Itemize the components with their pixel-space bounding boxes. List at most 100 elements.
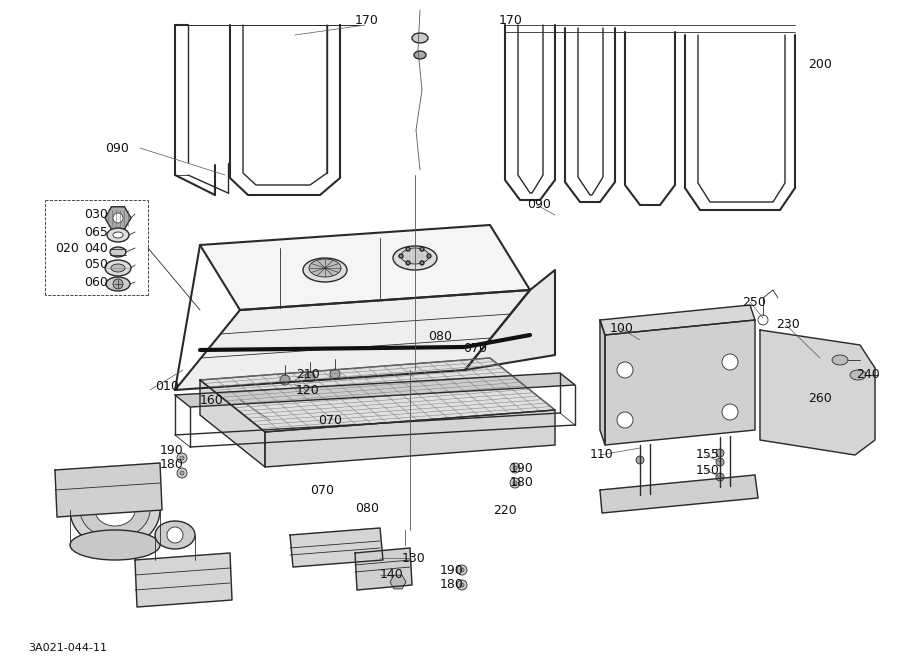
Circle shape xyxy=(406,261,410,265)
Text: 3A021-044-11: 3A021-044-11 xyxy=(28,643,107,653)
Circle shape xyxy=(460,583,464,587)
Ellipse shape xyxy=(401,248,429,264)
Circle shape xyxy=(167,527,183,543)
Circle shape xyxy=(113,213,123,223)
Ellipse shape xyxy=(70,472,160,548)
Text: 170: 170 xyxy=(499,13,523,27)
Polygon shape xyxy=(55,463,162,517)
Circle shape xyxy=(420,261,424,265)
Text: 240: 240 xyxy=(856,369,879,381)
Ellipse shape xyxy=(414,51,426,59)
Text: 190: 190 xyxy=(160,444,184,456)
Ellipse shape xyxy=(105,260,131,276)
Text: 210: 210 xyxy=(296,367,320,381)
Circle shape xyxy=(716,449,724,457)
Ellipse shape xyxy=(309,259,341,277)
Polygon shape xyxy=(605,320,755,445)
Text: 200: 200 xyxy=(808,59,832,71)
Circle shape xyxy=(177,468,187,478)
Ellipse shape xyxy=(303,258,347,282)
Text: 060: 060 xyxy=(84,275,108,289)
Ellipse shape xyxy=(155,521,195,549)
Polygon shape xyxy=(200,225,530,310)
Text: 160: 160 xyxy=(200,393,223,407)
Circle shape xyxy=(513,481,517,485)
Circle shape xyxy=(617,362,633,378)
Text: 010: 010 xyxy=(155,381,179,393)
Ellipse shape xyxy=(850,370,866,380)
Ellipse shape xyxy=(393,246,437,270)
Ellipse shape xyxy=(107,228,129,242)
Circle shape xyxy=(716,458,724,466)
Text: 130: 130 xyxy=(402,552,425,564)
Text: 080: 080 xyxy=(428,329,452,343)
Circle shape xyxy=(722,354,738,370)
Text: 150: 150 xyxy=(696,464,720,476)
Text: 030: 030 xyxy=(84,208,108,220)
Text: 070: 070 xyxy=(318,415,342,428)
Circle shape xyxy=(180,471,184,475)
Polygon shape xyxy=(200,358,555,432)
Circle shape xyxy=(510,478,520,488)
Text: 180: 180 xyxy=(510,476,534,490)
Circle shape xyxy=(617,412,633,428)
Text: 090: 090 xyxy=(105,142,129,154)
Polygon shape xyxy=(465,270,555,370)
Text: 050: 050 xyxy=(84,259,108,271)
Polygon shape xyxy=(290,528,383,567)
Circle shape xyxy=(420,247,424,251)
Polygon shape xyxy=(760,330,875,455)
Text: 190: 190 xyxy=(510,462,534,474)
Text: 220: 220 xyxy=(493,504,516,516)
Polygon shape xyxy=(175,290,530,390)
Ellipse shape xyxy=(832,355,848,365)
Ellipse shape xyxy=(80,482,150,538)
Text: 040: 040 xyxy=(84,242,108,255)
Circle shape xyxy=(180,456,184,460)
Ellipse shape xyxy=(106,277,130,291)
Circle shape xyxy=(427,254,431,258)
Text: 020: 020 xyxy=(55,242,79,255)
Text: 070: 070 xyxy=(463,341,487,355)
Circle shape xyxy=(716,473,724,481)
Text: 260: 260 xyxy=(808,391,832,405)
Text: 070: 070 xyxy=(310,484,334,496)
Ellipse shape xyxy=(412,33,428,43)
Text: 100: 100 xyxy=(610,321,634,335)
Circle shape xyxy=(330,369,340,379)
Circle shape xyxy=(399,254,403,258)
Ellipse shape xyxy=(113,232,123,238)
Text: 080: 080 xyxy=(355,502,379,514)
Circle shape xyxy=(177,453,187,463)
Circle shape xyxy=(305,372,315,382)
Ellipse shape xyxy=(70,530,160,560)
Text: 090: 090 xyxy=(527,198,550,212)
Polygon shape xyxy=(175,373,575,407)
Text: 155: 155 xyxy=(696,448,720,462)
Polygon shape xyxy=(200,380,265,467)
Text: 180: 180 xyxy=(160,458,184,472)
Circle shape xyxy=(406,247,410,251)
Circle shape xyxy=(510,463,520,473)
Text: 170: 170 xyxy=(355,13,379,27)
Circle shape xyxy=(457,580,467,590)
Ellipse shape xyxy=(111,264,125,272)
Polygon shape xyxy=(600,320,605,445)
Polygon shape xyxy=(355,548,412,590)
Text: 120: 120 xyxy=(296,383,320,397)
Polygon shape xyxy=(600,305,755,335)
Text: 140: 140 xyxy=(380,568,403,582)
Ellipse shape xyxy=(110,247,126,257)
Circle shape xyxy=(722,404,738,420)
Circle shape xyxy=(113,279,123,289)
Text: 180: 180 xyxy=(440,578,464,591)
Polygon shape xyxy=(600,475,758,513)
Circle shape xyxy=(280,375,290,385)
Text: 250: 250 xyxy=(742,295,766,309)
Circle shape xyxy=(457,565,467,575)
Text: 065: 065 xyxy=(84,226,108,238)
Circle shape xyxy=(513,466,517,470)
Polygon shape xyxy=(135,553,232,607)
Circle shape xyxy=(636,456,644,464)
Text: 110: 110 xyxy=(590,448,614,462)
